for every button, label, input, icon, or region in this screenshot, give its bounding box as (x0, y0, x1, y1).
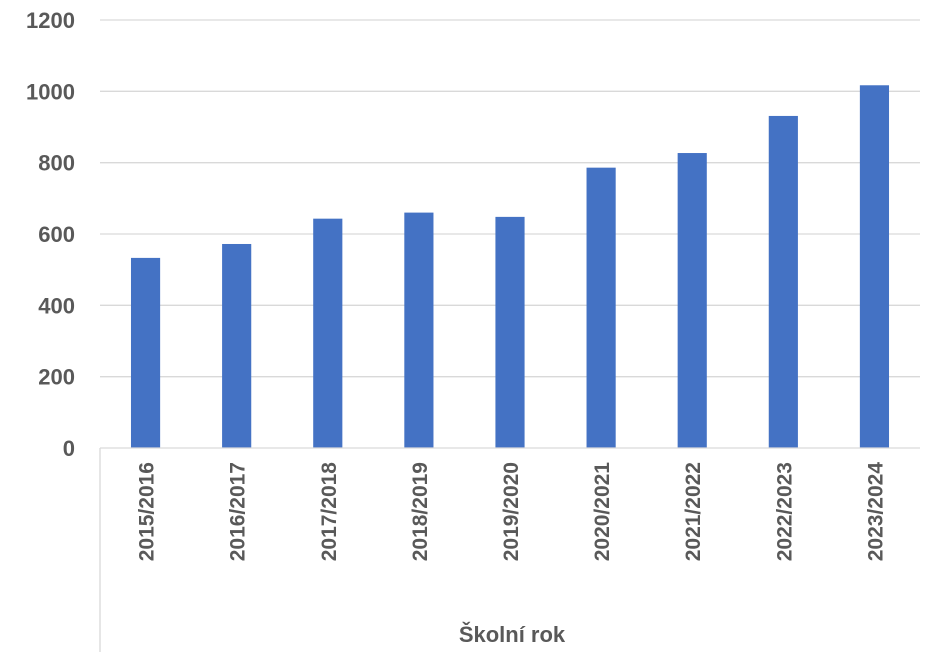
y-tick-label: 400 (38, 293, 75, 318)
y-tick-label: 600 (38, 222, 75, 247)
x-axis-title: Školní rok (459, 622, 566, 647)
bar (768, 115, 798, 449)
x-category-label: 2015/2016 (136, 462, 159, 561)
x-category-label: 2018/2019 (409, 462, 432, 561)
bar (859, 85, 890, 449)
bar (222, 243, 252, 448)
bars (130, 85, 890, 449)
bar (677, 153, 707, 448)
y-tick-label: 200 (38, 365, 75, 390)
bar (404, 212, 434, 448)
bar (586, 167, 616, 448)
bar (130, 257, 161, 448)
y-tick-label: 1200 (26, 8, 75, 33)
x-category-label: 2019/2020 (500, 462, 523, 561)
x-category-label: 2023/2024 (864, 462, 887, 562)
y-tick-label: 0 (63, 436, 75, 461)
x-category-label: 2017/2018 (318, 462, 341, 562)
x-category-label: 2016/2017 (227, 462, 250, 561)
x-category-label: 2021/2022 (682, 462, 705, 561)
bar (495, 216, 525, 448)
y-tick-label: 800 (38, 151, 75, 176)
x-category-label: 2022/2023 (773, 462, 796, 561)
axes (99, 447, 920, 652)
bar (313, 218, 343, 448)
x-category-label: 2020/2021 (591, 462, 614, 562)
y-axis-tick-labels: 0 200 400 600 800 1000 1200 (26, 8, 75, 461)
x-axis-category-labels: 2015/2016 2016/2017 2017/2018 2018/2019 2019… (136, 462, 888, 562)
y-tick-label: 1000 (26, 79, 75, 104)
